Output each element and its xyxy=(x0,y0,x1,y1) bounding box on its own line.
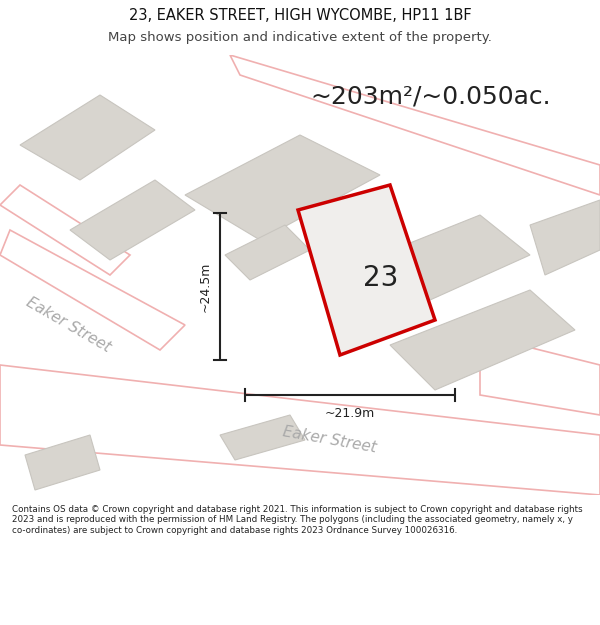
Text: Eaker Street: Eaker Street xyxy=(23,295,113,355)
Polygon shape xyxy=(0,185,130,275)
Polygon shape xyxy=(25,435,100,490)
Polygon shape xyxy=(480,335,600,415)
Polygon shape xyxy=(390,290,575,390)
Polygon shape xyxy=(225,225,310,280)
Text: 23, EAKER STREET, HIGH WYCOMBE, HP11 1BF: 23, EAKER STREET, HIGH WYCOMBE, HP11 1BF xyxy=(128,8,472,22)
Text: ~21.9m: ~21.9m xyxy=(325,407,375,420)
Polygon shape xyxy=(70,180,195,260)
Polygon shape xyxy=(0,230,185,350)
Polygon shape xyxy=(380,215,530,300)
Text: 23: 23 xyxy=(363,264,398,291)
Polygon shape xyxy=(0,365,600,495)
Polygon shape xyxy=(298,185,435,355)
Polygon shape xyxy=(185,135,380,240)
Text: Eaker Street: Eaker Street xyxy=(282,424,378,456)
Text: ~24.5m: ~24.5m xyxy=(199,261,212,312)
Text: Map shows position and indicative extent of the property.: Map shows position and indicative extent… xyxy=(108,31,492,44)
Polygon shape xyxy=(230,55,600,195)
Polygon shape xyxy=(220,415,305,460)
Polygon shape xyxy=(20,95,155,180)
Text: Contains OS data © Crown copyright and database right 2021. This information is : Contains OS data © Crown copyright and d… xyxy=(12,505,583,535)
Polygon shape xyxy=(530,200,600,275)
Text: ~203m²/~0.050ac.: ~203m²/~0.050ac. xyxy=(310,85,551,109)
